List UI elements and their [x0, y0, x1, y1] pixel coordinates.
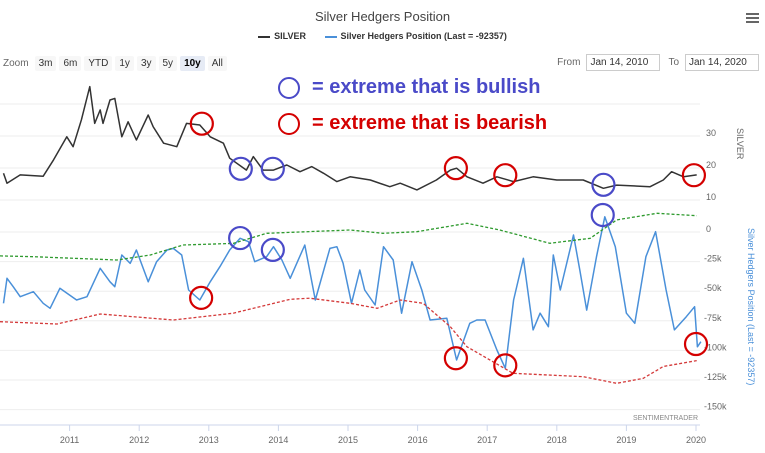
bearish-extreme-circle [189, 285, 214, 310]
x-tick-label: 2012 [129, 435, 149, 445]
bearish-note-text: = extreme that is bearish [312, 112, 548, 134]
series-line-silver-hedgers-position [2, 216, 702, 370]
bullish-extreme-circle [260, 156, 285, 181]
y-tick-label-hedgers: -125k [704, 372, 727, 382]
series-line-lower-extreme-band [0, 297, 697, 384]
bullish-note-text: = extreme that is bullish [312, 76, 541, 98]
zoom-1y-button[interactable]: 1y [115, 56, 134, 71]
zoom-label: Zoom [3, 58, 29, 69]
y-tick-label-silver: 30 [706, 128, 716, 138]
credits-label: SENTIMENTRADER [633, 415, 698, 422]
zoom-all-button[interactable]: All [207, 56, 227, 71]
zoom-3y-button[interactable]: 3y [136, 56, 156, 71]
x-tick-label: 2017 [477, 435, 497, 445]
to-date-input[interactable] [685, 54, 759, 71]
legend-label: SILVER [274, 31, 306, 41]
bearish-extreme-circle [443, 346, 468, 371]
bearish-extreme-circle [189, 111, 214, 136]
legend-swatch-silver [258, 35, 271, 38]
y-axis-title-silver: SILVER [735, 128, 745, 160]
chart-legend: SILVER Silver Hedgers Position (Last = -… [0, 31, 765, 41]
legend-item-silver[interactable]: SILVER [258, 31, 306, 41]
legend-swatch-hedgers [324, 35, 337, 38]
x-tick-label: 2014 [268, 435, 288, 445]
y-tick-label-hedgers: -150k [704, 402, 727, 412]
from-label: From [557, 57, 581, 68]
zoom-5y-button[interactable]: 5y [158, 56, 178, 71]
to-label: To [668, 57, 679, 68]
y-tick-label-silver: 0 [706, 224, 711, 234]
hamburger-icon[interactable] [746, 13, 759, 25]
bearish-extreme-circle [493, 353, 518, 378]
bearish-extreme-circle [493, 163, 518, 188]
bullish-extreme-circle [591, 172, 616, 197]
bullish-extreme-circle [260, 237, 285, 263]
bearish-extreme-circle [443, 156, 468, 181]
bullish-extreme-circle [228, 225, 253, 251]
chart-title: Silver Hedgers Position [314, 9, 451, 24]
date-range: From To [557, 54, 759, 71]
legend-item-hedgers[interactable]: Silver Hedgers Position (Last = -92357) [324, 31, 507, 41]
zoom-ytd-button[interactable]: YTD [84, 56, 113, 71]
from-date-input[interactable] [586, 54, 661, 71]
bearish-extreme-circle [681, 163, 707, 188]
x-tick-label: 2020 [686, 435, 706, 445]
zoom-6m-button[interactable]: 6m [59, 56, 82, 71]
series-line-upper-extreme-band [0, 212, 697, 261]
bullish-extreme-circle [590, 202, 615, 228]
y-tick-label-silver: 20 [706, 160, 716, 170]
x-tick-label: 2019 [616, 435, 636, 445]
bearish-note: = extreme that is bearish [278, 112, 547, 135]
x-tick-label: 2013 [199, 435, 219, 445]
legend-label: Silver Hedgers Position (Last = -92357) [340, 31, 507, 41]
zoom-selector: Zoom 3m 6m YTD 1y 3y 5y 10y All [3, 56, 230, 71]
bearish-extreme-circle [683, 331, 709, 357]
x-tick-label: 2015 [338, 435, 358, 445]
blue-circle-icon [278, 76, 300, 99]
y-tick-label-hedgers: -75k [704, 313, 722, 323]
bullish-extreme-circle [228, 156, 253, 181]
y-tick-label-silver: 10 [706, 192, 716, 202]
zoom-10y-button[interactable]: 10y [180, 56, 205, 71]
y-tick-label-hedgers: -25k [704, 254, 722, 264]
series-line-silver [2, 85, 697, 191]
y-tick-label-hedgers: -100k [704, 342, 727, 352]
y-axis-title-hedgers: Silver Hedgers Position (Last = -92357) [746, 228, 756, 385]
y-tick-label-hedgers: -50k [704, 283, 722, 293]
red-circle-icon [278, 112, 300, 135]
zoom-3m-button[interactable]: 3m [34, 56, 57, 71]
x-tick-label: 2016 [408, 435, 428, 445]
bullish-note: = extreme that is bullish [278, 76, 540, 99]
x-tick-label: 2011 [60, 435, 79, 445]
x-tick-label: 2018 [547, 435, 567, 445]
